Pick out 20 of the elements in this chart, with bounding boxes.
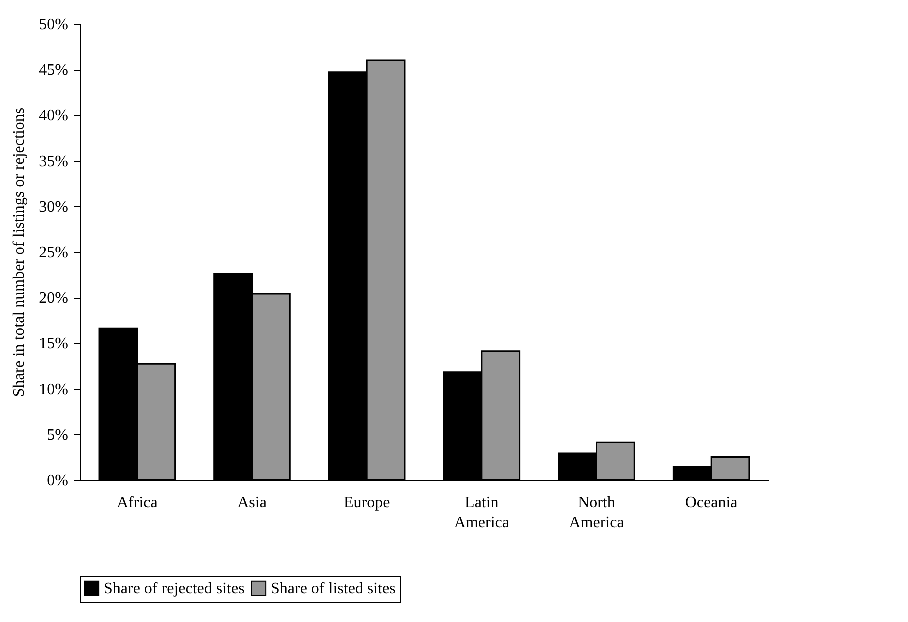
y-axis-title: Share in total number of listings or rejections [11, 108, 28, 398]
x-tick-label: Asia [238, 494, 267, 512]
y-tick-label: 10% [39, 381, 68, 398]
y-tick-label: 5% [47, 426, 68, 444]
x-tick-label: Africa [116, 494, 158, 512]
y-tick-label: 45% [39, 62, 68, 80]
y-tick-label: 15% [39, 336, 68, 353]
y-tick-label: 0% [47, 472, 68, 490]
y-tick-label: 25% [39, 244, 68, 262]
legend-label: Share of listed sites [271, 580, 396, 598]
y-tick-label: 50% [39, 16, 68, 34]
x-tick-label: Europe [344, 494, 390, 512]
x-tick-label: North America [569, 494, 624, 532]
legend-label: Share of rejected sites [104, 580, 245, 598]
y-tick-label: 40% [39, 108, 68, 125]
x-tick-label: Oceania [685, 494, 738, 512]
y-tick-label: 35% [39, 153, 68, 170]
x-tick-label: Latin America [454, 494, 510, 532]
y-tick-label: 30% [39, 198, 68, 216]
y-tick-label: 20% [39, 290, 68, 308]
